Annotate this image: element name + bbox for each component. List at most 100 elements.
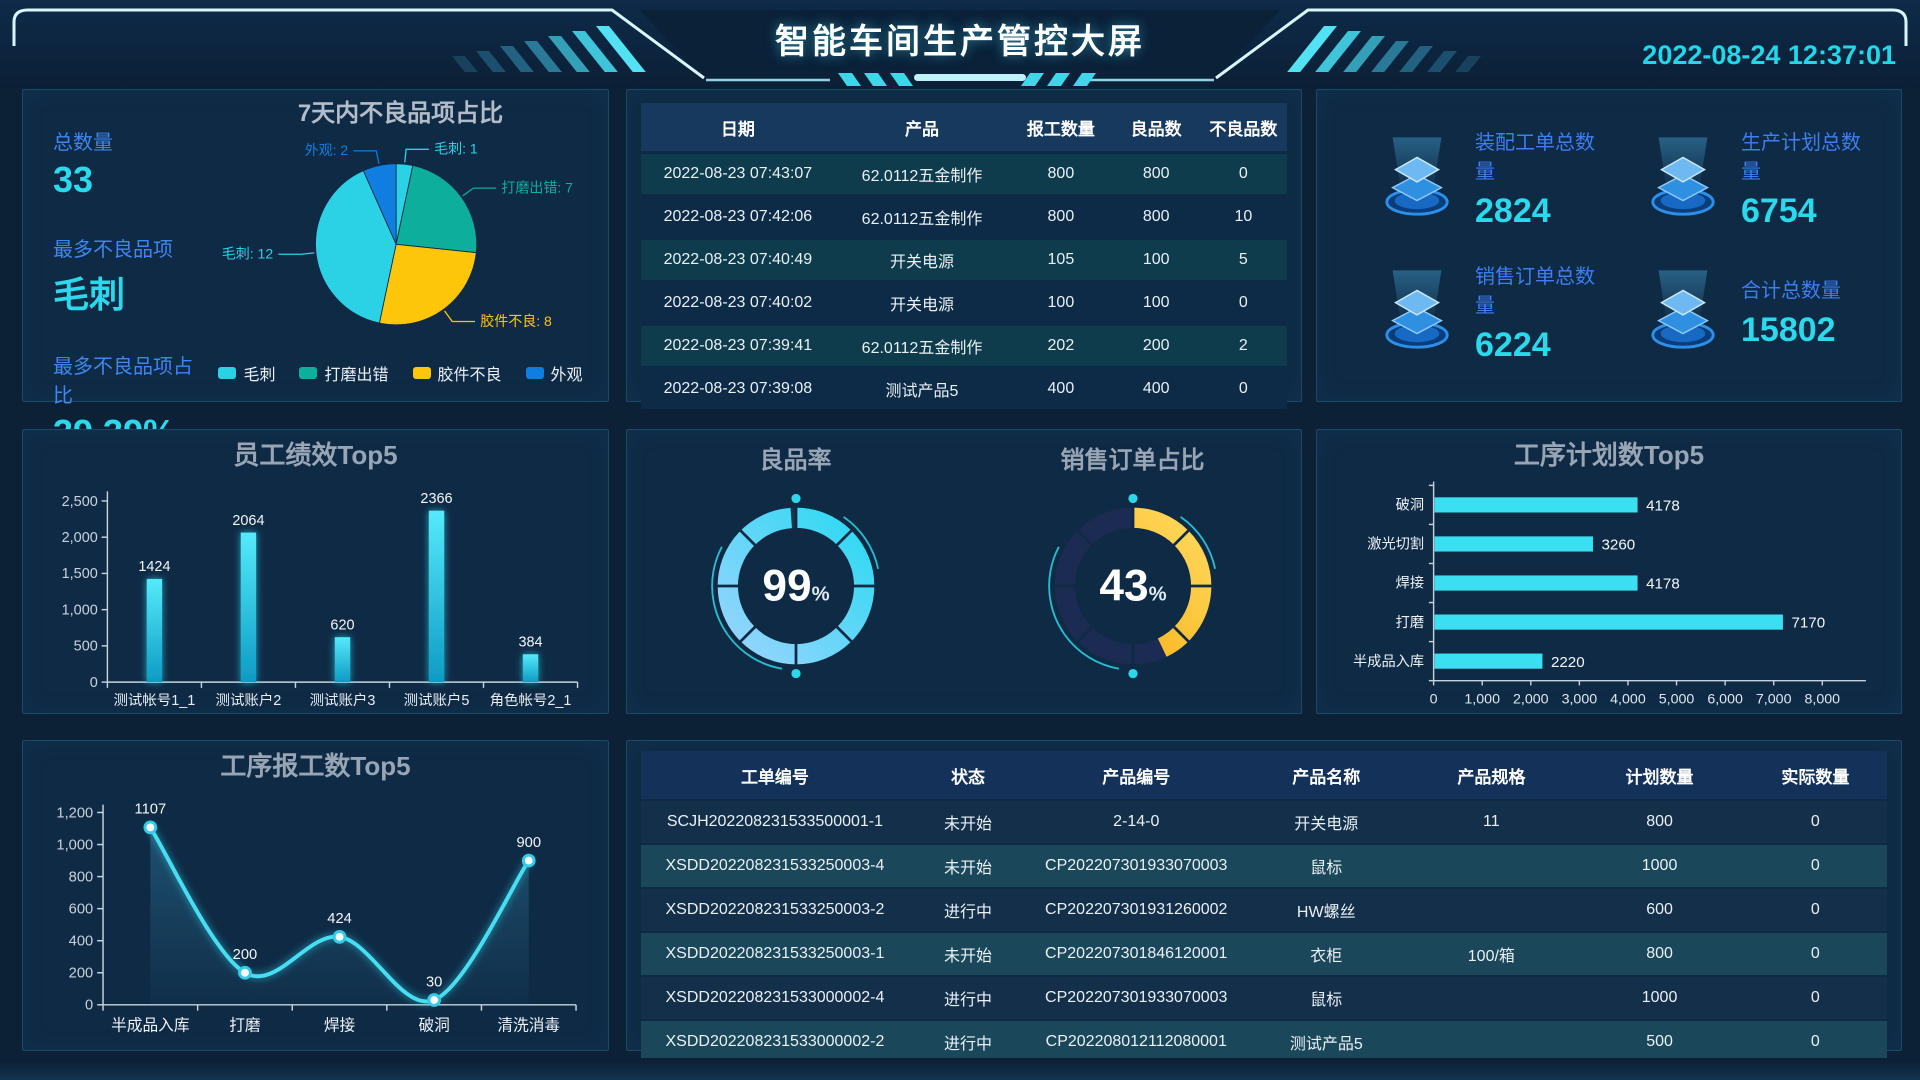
sales-gauge-box: 销售订单占比 43% — [964, 430, 1301, 713]
table-cell: 10 — [1199, 197, 1287, 237]
table-cell: SCJH202208231533500001-1 — [641, 801, 909, 843]
table-cell: 800 — [1575, 801, 1744, 843]
panel-stat-cards: 装配工单总数量 2824 生产计划总数量 6754 — [1316, 89, 1902, 402]
stat-card-sales-orders: 销售订单总数量 6224 — [1343, 246, 1609, 380]
table-cell: 0 — [1743, 977, 1887, 1019]
table-cell: 鼠标 — [1245, 845, 1408, 887]
svg-text:破洞: 破洞 — [1396, 497, 1424, 514]
panel-gauges: 良品率 99% 销售订单占比 43% — [626, 429, 1302, 714]
table-cell: 未开始 — [908, 933, 1028, 975]
table-cell: 62.0112五金制作 — [834, 154, 1010, 194]
table-cell: CP202208012112080001 — [1027, 1021, 1246, 1063]
table-cell: 1000 — [1575, 845, 1744, 887]
column-header: 实际数量 — [1743, 751, 1887, 799]
chart-title: 员工绩效Top5 — [233, 440, 398, 470]
table-cell: 0 — [1199, 154, 1287, 194]
stat-label: 最多不良品项占比 — [53, 356, 193, 407]
card-label: 销售订单总数量 — [1475, 265, 1595, 317]
card-value: 15802 — [1741, 311, 1836, 350]
panel-defect-ratio: 总数量 33 最多不良品项 毛刺 最多不良品项占比 39.39% 7天内不良品项… — [22, 89, 609, 453]
table-row: 2022-08-23 07:42:06 62.0112五金制作 800 800 10 — [641, 197, 1287, 237]
table-cell: 100 — [1112, 283, 1200, 323]
work-order-table: 工单编号 状态 产品编号 产品名称 产品规格 计划数量 实际数量 SCJH2022082315… — [641, 749, 1887, 1065]
table-cell — [1407, 889, 1576, 931]
pie-legend: 毛刺 打磨出错 胶件不良 外观 — [199, 357, 602, 395]
table-cell: 0 — [1743, 1021, 1887, 1063]
table-cell: 800 — [1112, 154, 1200, 194]
svg-text:2366: 2366 — [420, 491, 452, 507]
table-cell: 0 — [1199, 369, 1287, 409]
panel-process-report: 工序报工数Top5 0 200 400 600 800 1,000 1,200 1107 半成品… — [22, 740, 609, 1051]
employee-bar-chart: 0 500 1,000 1,500 2,000 2,500 1424 测试帐号1_1 2064 测… — [62, 491, 579, 709]
table-cell: 100 — [1112, 240, 1200, 280]
defect-pie-area: 7天内不良品项占比 毛刺: 1 打磨出错: 7 胶件不良: 8 毛刺: 12 外观: 2… — [199, 90, 608, 401]
layers-icon — [1385, 137, 1449, 216]
svg-text:测试帐号1_1: 测试帐号1_1 — [113, 692, 195, 709]
stat-label: 最多不良品项 — [53, 239, 173, 261]
column-header: 状态 — [908, 751, 1028, 799]
svg-text:384: 384 — [518, 635, 542, 651]
layers-icon — [1385, 270, 1449, 349]
svg-text:1107: 1107 — [135, 802, 167, 818]
table-cell: 进行中 — [908, 1021, 1028, 1063]
table-cell: 未开始 — [908, 845, 1028, 887]
table-cell: XSDD202208231533250003-1 — [641, 933, 909, 975]
table-cell: 0 — [1199, 283, 1287, 323]
svg-text:4178: 4178 — [1646, 498, 1680, 515]
column-header: 计划数量 — [1575, 751, 1744, 799]
table-cell: CP202207301846120001 — [1027, 933, 1246, 975]
svg-text:打磨出错: 7: 打磨出错: 7 — [501, 180, 573, 196]
table-row: XSDD202208231533250003-4 未开始 CP20220730193… — [641, 845, 1887, 887]
stat-cards: 装配工单总数量 2824 生产计划总数量 6754 — [1317, 90, 1901, 401]
svg-text:打磨: 打磨 — [229, 1016, 261, 1034]
svg-text:焊接: 焊接 — [1396, 575, 1424, 592]
chart-title: 7天内不良品项占比 — [297, 100, 504, 127]
table-cell: 2022-08-23 07:40:02 — [641, 283, 835, 323]
table-cell: XSDD202208231533250003-2 — [641, 889, 909, 931]
svg-text:500: 500 — [74, 639, 98, 655]
table-cell: 开关电源 — [834, 283, 1010, 323]
gauge-title: 销售订单占比 — [1060, 447, 1205, 474]
table-cell: XSDD202208231533250003-4 — [641, 845, 909, 887]
svg-text:8,000: 8,000 — [1805, 691, 1841, 707]
table-cell: 62.0112五金制作 — [834, 197, 1010, 237]
svg-text:5,000: 5,000 — [1659, 691, 1695, 707]
table-cell: CP202207301933070003 — [1027, 845, 1246, 887]
legend-label: 毛刺 — [243, 367, 276, 384]
svg-text:7,000: 7,000 — [1756, 691, 1792, 707]
svg-text:外观: 2: 外观: 2 — [305, 142, 349, 158]
svg-text:1,000: 1,000 — [1464, 691, 1500, 707]
table-cell: 测试产品5 — [834, 369, 1010, 409]
table-cell: 鼠标 — [1245, 977, 1408, 1019]
table-cell: 2-14-0 — [1027, 801, 1246, 843]
svg-text:43%: 43% — [1099, 562, 1166, 611]
svg-text:6,000: 6,000 — [1707, 691, 1743, 707]
datetime: 2022-08-24 12:37:01 — [1642, 40, 1896, 70]
svg-text:600: 600 — [69, 902, 94, 918]
svg-text:0: 0 — [90, 675, 98, 691]
table-cell: 2 — [1199, 326, 1287, 366]
svg-text:1,000: 1,000 — [62, 602, 98, 618]
header-decoration — [12, 8, 1908, 86]
table-cell: 500 — [1575, 1021, 1744, 1063]
panel-work-orders: 工单编号 状态 产品编号 产品名称 产品规格 计划数量 实际数量 SCJH2022082315… — [626, 740, 1902, 1063]
svg-text:99%: 99% — [762, 562, 829, 611]
table-cell: 11 — [1407, 801, 1576, 843]
svg-text:1,200: 1,200 — [56, 805, 93, 821]
legend-label: 打磨出错 — [324, 367, 389, 384]
stat-card-production-plans: 生产计划总数量 6754 — [1609, 112, 1875, 246]
svg-text:破洞: 破洞 — [418, 1016, 449, 1034]
table-cell: 100/箱 — [1407, 933, 1576, 975]
table-cell: 202 — [1009, 326, 1113, 366]
panel-production-report: 日期 产品 报工数量 良品数 不良品数 2022-08-23 07:43:07 62.011… — [626, 89, 1302, 409]
svg-text:半成品入库: 半成品入库 — [1353, 653, 1424, 670]
table-row: 2022-08-23 07:40:49 开关电源 105 100 5 — [641, 240, 1287, 280]
table-header-row: 工单编号 状态 产品编号 产品名称 产品规格 计划数量 实际数量 — [641, 751, 1887, 799]
table-row: XSDD202208231533000002-2 进行中 CP20220801211… — [641, 1021, 1887, 1063]
table-cell: 105 — [1009, 240, 1113, 280]
table-cell: XSDD202208231533000002-4 — [641, 977, 909, 1019]
svg-text:1,500: 1,500 — [62, 566, 98, 582]
table-cell: 进行中 — [908, 977, 1028, 1019]
legend-item: 打磨出错 — [299, 361, 389, 385]
